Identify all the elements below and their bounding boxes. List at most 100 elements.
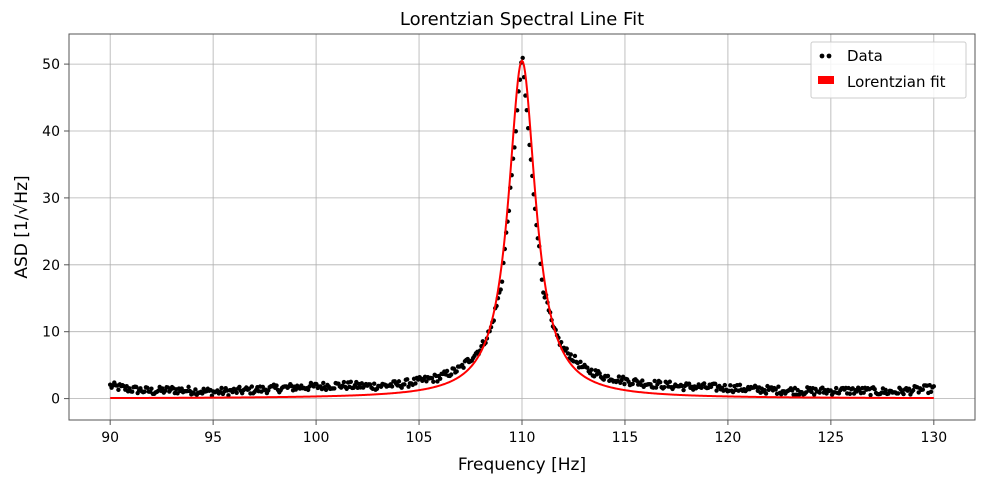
x-tick-label: 130 — [920, 430, 947, 446]
data-point — [406, 384, 411, 389]
data-point — [762, 387, 767, 393]
data-point — [437, 376, 443, 381]
data-point — [274, 383, 279, 388]
data-point — [323, 387, 329, 393]
data-point — [916, 390, 921, 395]
data-point — [817, 390, 822, 395]
x-tick-label: 90 — [101, 430, 119, 446]
data-point — [906, 386, 912, 392]
data-point — [396, 379, 402, 384]
y-tick-label: 20 — [42, 258, 60, 274]
fit-series — [110, 59, 934, 400]
data-point — [626, 379, 631, 384]
x-tick-label: 115 — [612, 430, 639, 446]
chart-title: Lorentzian Spectral Line Fit — [400, 9, 644, 30]
data-point — [901, 391, 906, 397]
legend: Data Lorentzian fit — [810, 41, 967, 99]
data-point — [622, 381, 627, 387]
data-point — [701, 381, 707, 386]
legend-data-marker — [819, 53, 825, 59]
data-point — [601, 377, 607, 382]
data-point — [847, 391, 853, 396]
data-point — [578, 359, 583, 365]
data-point — [404, 377, 410, 382]
axis-ticks: 90 95 100 105 110 115 120 125 130 0 10 20 30 40 50 — [42, 57, 947, 446]
data-series — [107, 55, 937, 398]
data-point — [872, 387, 877, 392]
legend-fit-label: Lorentzian fit — [847, 73, 946, 91]
data-point — [737, 382, 743, 387]
data-point — [332, 386, 337, 391]
data-point — [145, 385, 150, 391]
data-point — [640, 378, 645, 383]
data-point — [179, 386, 184, 391]
data-point — [686, 381, 692, 386]
data-point — [498, 287, 503, 292]
x-tick-label: 100 — [303, 430, 330, 446]
data-point — [699, 385, 704, 390]
x-tick-label: 105 — [406, 430, 433, 446]
data-point — [234, 390, 239, 395]
data-point — [520, 55, 525, 61]
data-point — [605, 373, 611, 379]
data-point — [454, 369, 459, 374]
data-point — [763, 391, 769, 396]
data-point — [589, 367, 594, 372]
data-point — [219, 385, 224, 391]
data-point — [568, 352, 574, 357]
data-point — [681, 387, 686, 393]
data-point — [116, 387, 121, 393]
data-point — [402, 382, 407, 387]
data-point — [910, 388, 916, 393]
data-point — [572, 353, 578, 359]
data-point — [728, 383, 733, 388]
data-point — [868, 392, 873, 398]
data-point — [931, 384, 937, 389]
x-axis-label: Frequency [Hz] — [458, 455, 586, 475]
legend-fit-marker — [818, 76, 834, 84]
data-point — [226, 393, 231, 398]
data-point — [883, 387, 888, 393]
data-point — [149, 386, 154, 391]
data-point — [193, 387, 198, 392]
data-point — [389, 384, 395, 389]
data-point — [833, 385, 839, 391]
data-point — [722, 382, 728, 388]
data-point — [652, 378, 657, 384]
legend-data-label: Data — [847, 47, 883, 65]
data-point — [162, 388, 168, 394]
x-tick-label: 120 — [715, 430, 742, 446]
y-tick-label: 0 — [51, 392, 60, 408]
data-point — [305, 387, 311, 393]
data-point — [616, 374, 622, 379]
y-tick-label: 40 — [42, 124, 60, 140]
data-point — [461, 365, 466, 370]
data-point — [448, 372, 454, 377]
data-point — [776, 384, 781, 389]
data-point — [585, 365, 590, 370]
y-tick-label: 10 — [42, 325, 60, 341]
data-point — [895, 391, 901, 396]
data-point — [667, 379, 673, 384]
legend-data-marker — [826, 53, 832, 59]
data-point — [424, 379, 429, 384]
x-tick-label: 110 — [509, 430, 536, 446]
data-point — [186, 384, 191, 390]
data-point — [142, 389, 147, 394]
data-point — [451, 366, 457, 371]
x-tick-label: 125 — [817, 430, 844, 446]
data-point — [249, 384, 255, 389]
data-point — [134, 384, 139, 390]
x-tick-label: 95 — [204, 430, 222, 446]
data-point — [861, 390, 866, 395]
data-point — [348, 379, 354, 384]
data-point — [714, 388, 719, 393]
data-point — [341, 379, 347, 385]
data-point — [413, 381, 418, 386]
y-tick-label: 50 — [42, 57, 60, 73]
data-point — [513, 129, 519, 134]
data-point — [630, 381, 635, 387]
y-axis-label: ASD [1/√Hz] — [12, 175, 32, 278]
data-point — [657, 379, 663, 385]
